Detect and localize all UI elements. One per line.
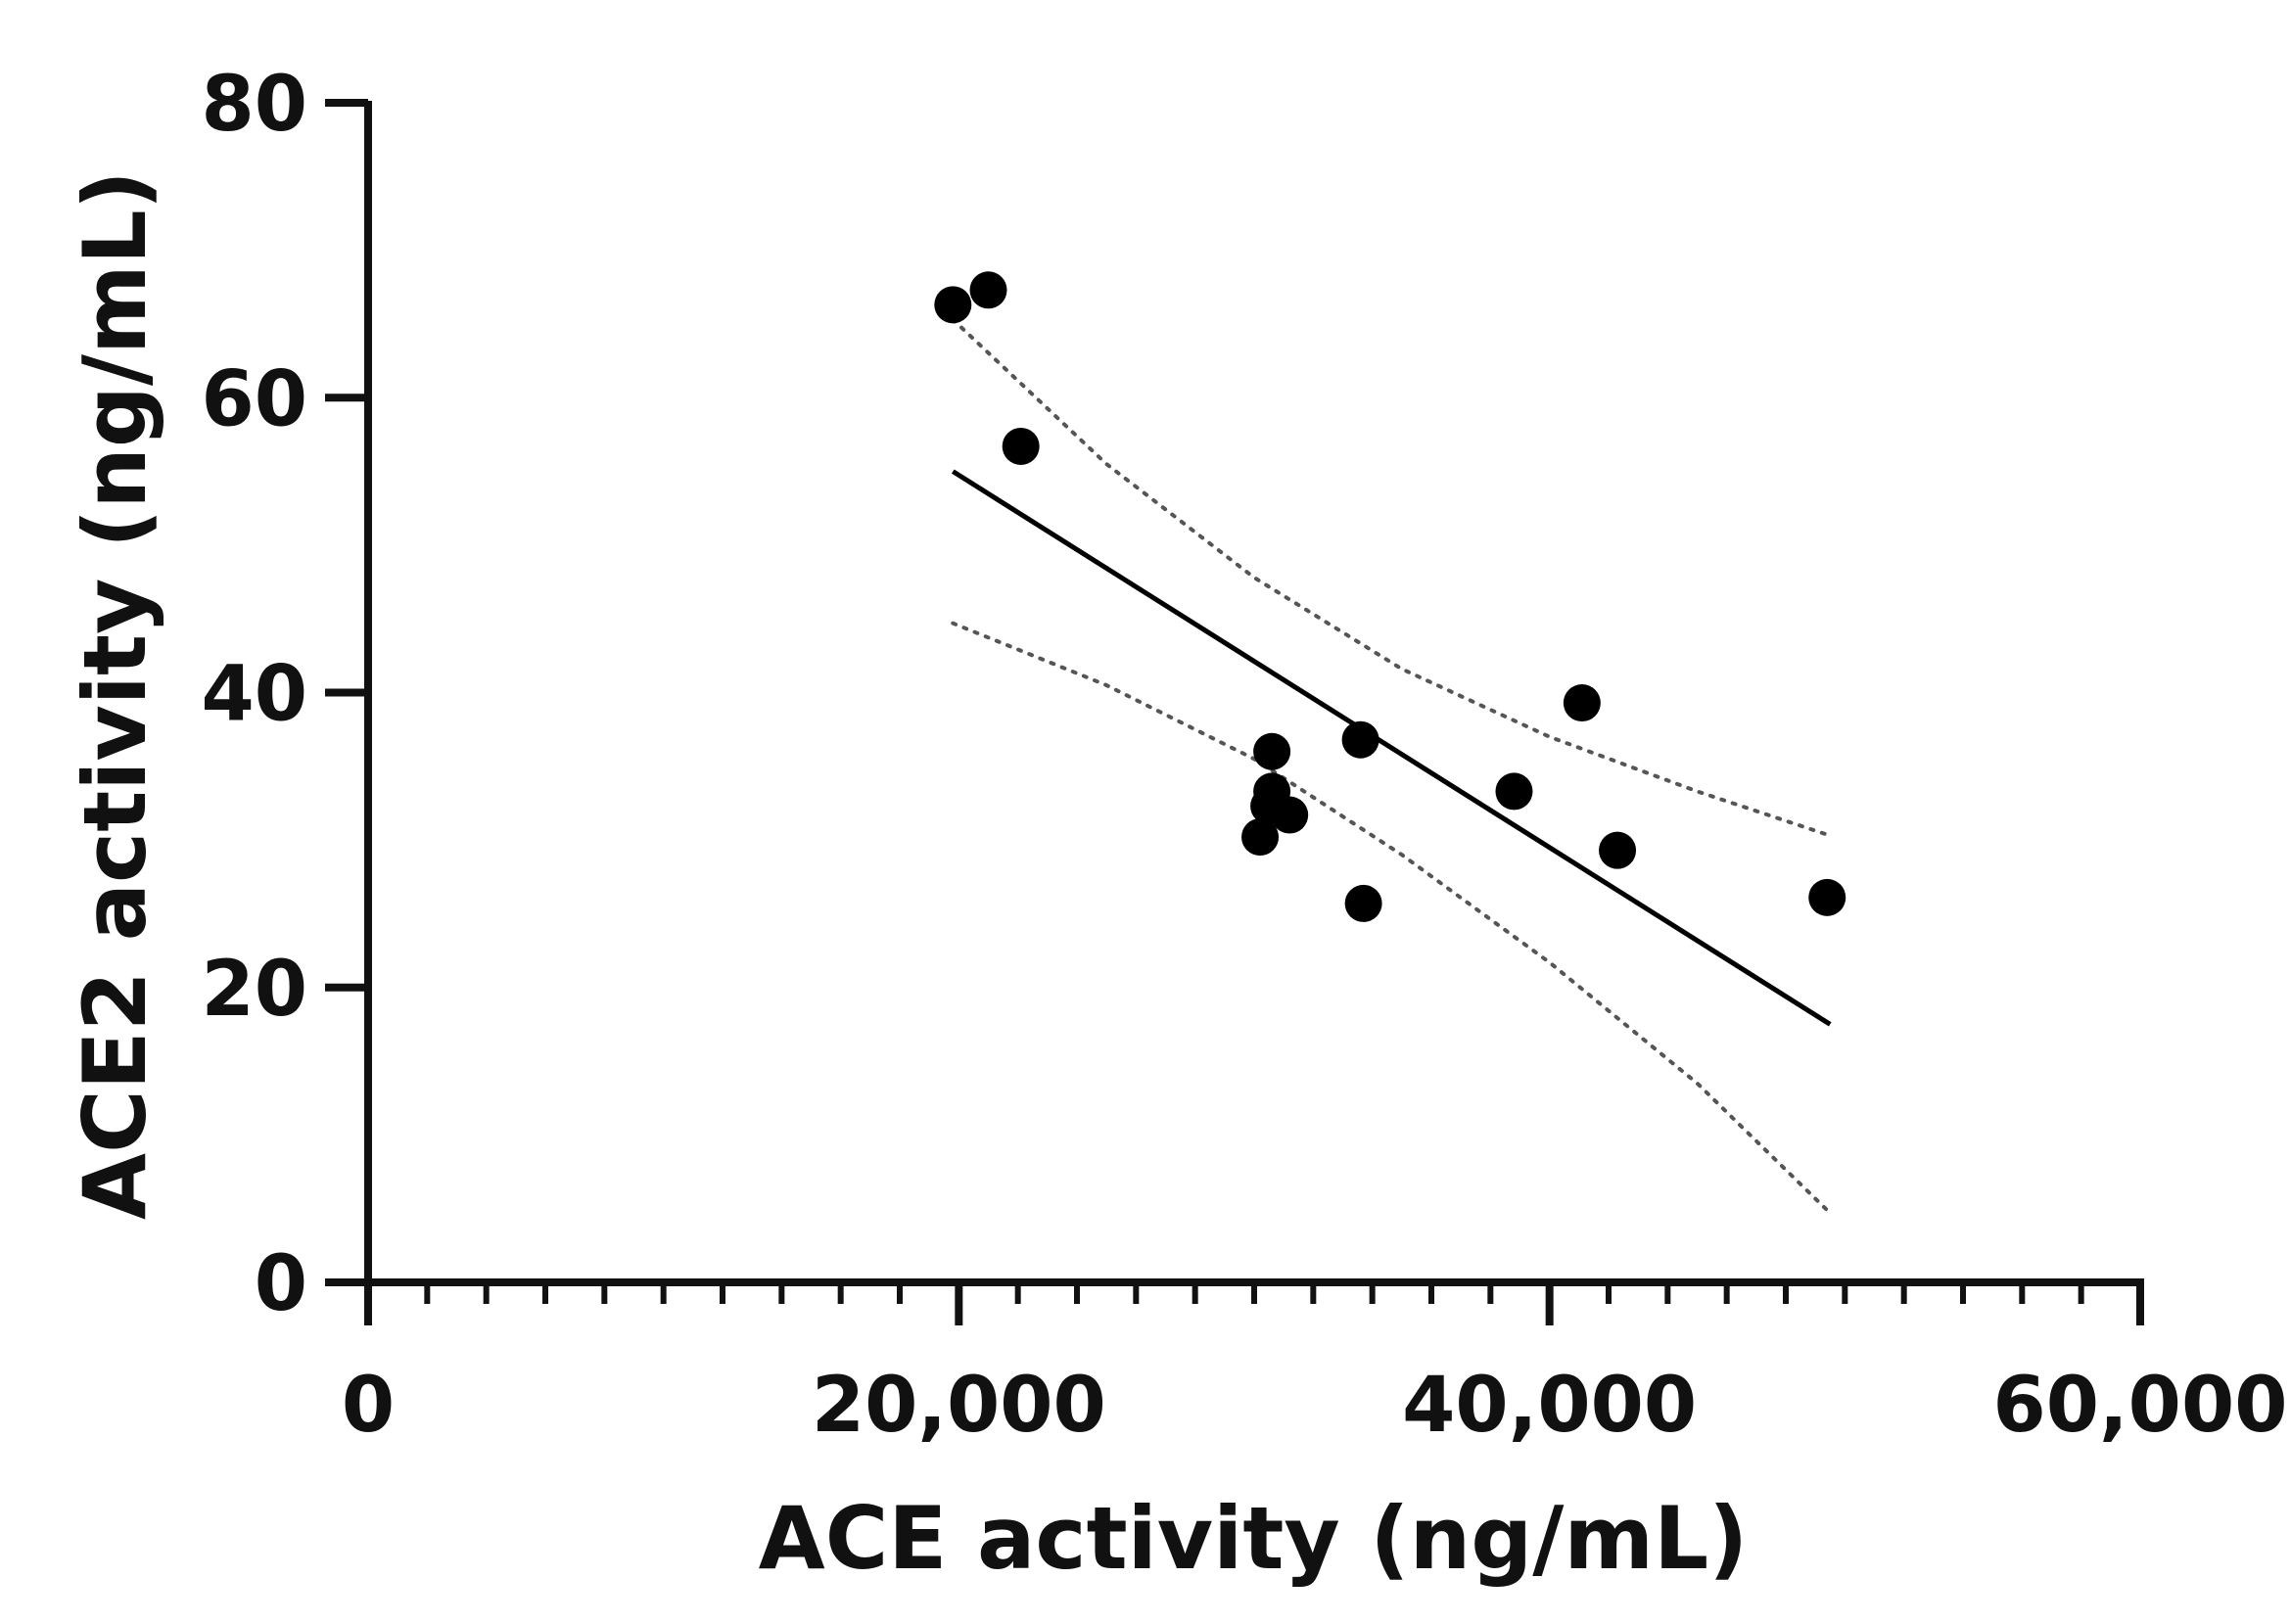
y-tick-label: 60 <box>201 355 307 443</box>
y-axis-title: ACE2 activity (ng/mL) <box>65 170 165 1220</box>
data-point <box>1241 818 1280 857</box>
y-tick-label: 0 <box>255 1240 307 1328</box>
y-tick-label: 20 <box>201 946 307 1034</box>
confidence-bands <box>951 317 1833 1216</box>
data-point <box>1253 732 1291 770</box>
data-points <box>934 271 1846 922</box>
data-point <box>1271 796 1309 834</box>
x-tick-label: 40,000 <box>1402 1362 1697 1450</box>
data-point <box>1563 684 1601 722</box>
y-tick-label: 80 <box>201 61 307 149</box>
data-point <box>1002 427 1040 465</box>
data-point <box>934 286 972 324</box>
data-point <box>1599 831 1637 869</box>
x-tick-label: 0 <box>342 1362 395 1450</box>
data-point <box>1341 720 1379 759</box>
axes <box>325 99 2144 1325</box>
data-point <box>969 271 1007 309</box>
tick-labels: 0 20 40 60 80 0 20,000 40,000 60,000 <box>201 61 2287 1450</box>
x-tick-label: 60,000 <box>1993 1362 2288 1450</box>
ci-lower-curve <box>951 621 1833 1216</box>
y-tick-label: 40 <box>201 651 307 739</box>
ci-upper-curve <box>951 317 1833 838</box>
data-point <box>1495 772 1533 811</box>
x-axis-title: ACE activity (ng/mL) <box>759 1488 1749 1589</box>
regression-line-group <box>951 469 1832 1027</box>
regression-line <box>951 469 1832 1027</box>
data-point <box>1808 878 1846 916</box>
data-point <box>1344 884 1382 922</box>
x-tick-label: 20,000 <box>812 1362 1106 1450</box>
